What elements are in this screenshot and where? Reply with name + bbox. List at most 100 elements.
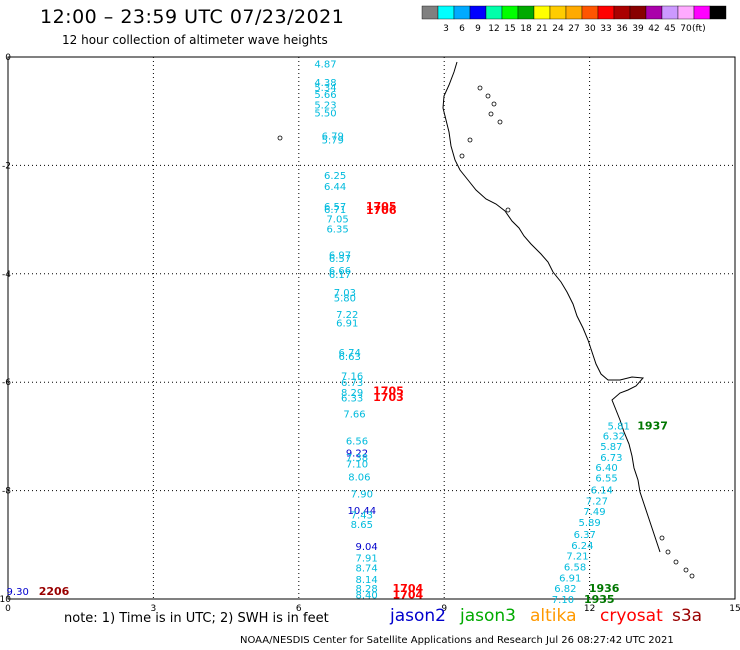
y-tick-label: -6 (2, 378, 11, 388)
wave-height-label: 5.80 (334, 294, 356, 305)
scale-label: 18 (520, 24, 532, 34)
wave-height-label: 8.29 (341, 388, 363, 399)
wave-height-label: 6.91 (559, 573, 581, 584)
wave-height-label: 5.89 (578, 518, 600, 529)
wave-height-label: 8.40 (356, 591, 378, 602)
wave-height-label: 6.73 (341, 378, 363, 389)
x-tick-label: 0 (5, 604, 11, 614)
island-marker (665, 549, 671, 555)
scale-label: 15 (504, 24, 515, 34)
page-subtitle: 12 hour collection of altimeter wave hei… (62, 33, 328, 47)
wave-height-label: 6.24 (571, 541, 593, 552)
wave-height-label: 7.16 (341, 372, 363, 383)
y-tick-label: -8 (2, 487, 11, 497)
scale-label: 30 (584, 24, 596, 34)
wave-height-label: 8.06 (348, 473, 370, 484)
scale-label: 12 (488, 24, 499, 34)
island-marker (497, 119, 503, 125)
island-marker (277, 135, 283, 141)
wave-height-label: 5.50 (314, 108, 336, 119)
wave-height-label: 6.55 (595, 474, 617, 485)
wave-height-label: 6.57 (329, 254, 351, 265)
wave-height-label: 7.21 (566, 552, 588, 563)
wave-height-label: 6.63 (339, 352, 361, 363)
scale-label: 45 (664, 24, 675, 34)
scale-label: 42 (648, 24, 659, 34)
pass-time-label: 1704 (393, 589, 424, 602)
x-tick-label: 6 (296, 604, 302, 614)
wave-height-label: 8.14 (356, 575, 378, 586)
island-marker (467, 137, 473, 143)
scale-label: 6 (459, 24, 465, 34)
island-marker (488, 111, 494, 117)
wave-height-label: 5.87 (600, 442, 622, 453)
wave-height-label: 6.35 (326, 224, 348, 235)
wave-height-label: 7.66 (343, 410, 365, 421)
wave-height-label: 6.32 (603, 431, 625, 442)
wave-height-label: 6.40 (595, 463, 617, 474)
color-scale-legend: 3 6 9 12 15 18 21 24 27 30 33 36 39 42 45 70 (ft) (421, 5, 727, 34)
y-tick-label: -10 (0, 595, 11, 605)
wave-height-label: 6.73 (600, 453, 622, 464)
wave-height-label: 5.34 (314, 83, 336, 94)
pass-time-label: 1935 (584, 593, 615, 606)
legend-jason2: jason2 (390, 606, 446, 626)
scale-label: 9 (475, 24, 481, 34)
scale-label: 24 (552, 24, 564, 34)
scale-label: 3 (443, 24, 449, 34)
wave-height-label: 6.14 (591, 486, 613, 497)
scale-swatch (709, 5, 727, 20)
island-marker (683, 567, 689, 573)
y-tick-label: -4 (2, 270, 11, 280)
wave-height-label: 9.22 (346, 449, 368, 460)
scale-label: 33 (600, 24, 611, 34)
legend-altika: altika (530, 606, 577, 626)
pass-time-label: 1937 (637, 420, 668, 433)
footnote: note: 1) Time is in UTC; 2) SWH is in fe… (64, 611, 329, 626)
wave-height-label: 5.66 (314, 90, 336, 101)
legend-cryosat: cryosat (600, 606, 663, 626)
wave-height-label: 4.38 (314, 78, 336, 89)
wave-height-label: 6.91 (336, 319, 358, 330)
island-marker (673, 559, 679, 565)
wave-height-label: 8.28 (356, 584, 378, 595)
wave-height-label: 7.27 (586, 496, 608, 507)
wave-height-label: 5.23 (314, 101, 336, 112)
pass-time-label: 1705 (366, 200, 397, 213)
x-tick-label: 12 (584, 604, 595, 614)
island-marker (477, 85, 483, 91)
wave-height-label: 6.66 (329, 266, 351, 277)
wave-height-label: 6.58 (564, 562, 586, 573)
wave-height-label: 6.44 (324, 182, 346, 193)
x-tick-label: 15 (729, 604, 740, 614)
wave-height-label: 8.65 (351, 520, 373, 531)
wave-height-label: 6.25 (324, 171, 346, 182)
credit-line: NOAA/NESDIS Center for Satellite Applica… (240, 635, 674, 646)
scale-label: 27 (568, 24, 579, 34)
wave-height-label: 7.10 (346, 460, 368, 471)
legend-s3a: s3a (672, 606, 703, 626)
y-tick-label: -2 (2, 161, 11, 171)
x-tick-label: 3 (151, 604, 157, 614)
wave-height-label: 5.81 (608, 422, 630, 433)
wave-height-label: 6.71 (324, 205, 346, 216)
wave-height-label: 4.87 (314, 60, 336, 71)
island-marker (659, 535, 665, 541)
pass-time-label: 1705 (373, 384, 404, 397)
island-marker (485, 93, 491, 99)
wave-height-label: 7.90 (351, 489, 373, 500)
wave-height-label: 7.03 (334, 288, 356, 299)
pass-time-label: 1704 (393, 582, 424, 595)
wave-height-label: 6.56 (346, 437, 368, 448)
wave-height-label: 6.97 (329, 250, 351, 261)
scale-label: 70 (680, 24, 692, 34)
wave-height-label: 7.22 (336, 310, 358, 321)
wave-height-label: 6.37 (574, 530, 596, 541)
island-marker (505, 207, 511, 213)
wave-height-label: 7.43 (351, 510, 373, 521)
wave-height-label: 9.04 (356, 542, 378, 553)
wave-height-label: 8.74 (356, 564, 378, 575)
wave-height-label: 9.30 (7, 587, 29, 598)
pass-time-label: 1703 (373, 391, 404, 404)
x-tick-label: 9 (441, 604, 447, 614)
